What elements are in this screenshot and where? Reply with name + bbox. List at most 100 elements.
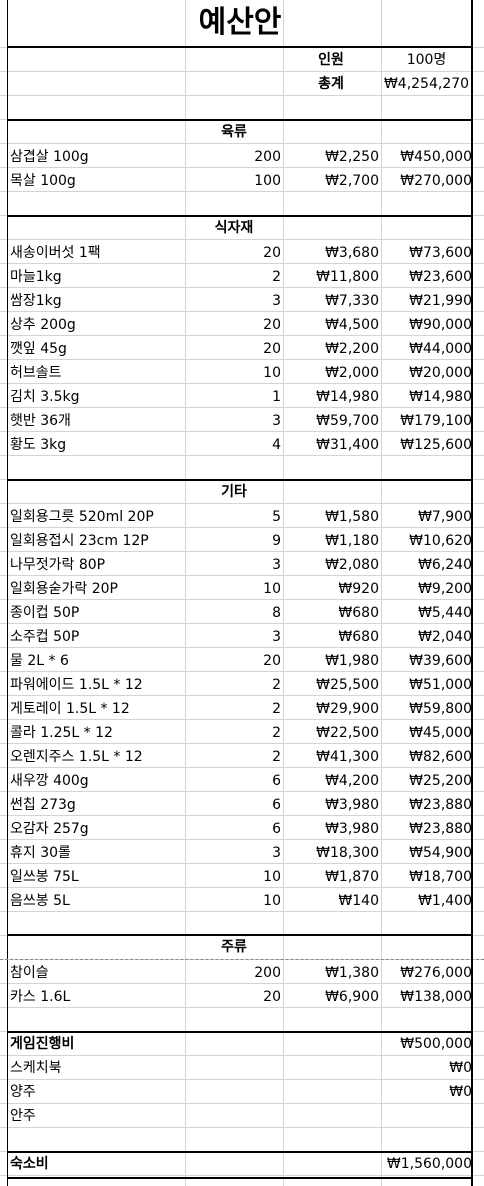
- item-name[interactable]: 목살 100g: [10, 173, 76, 189]
- item-qty[interactable]: 10: [263, 581, 281, 597]
- item-qty[interactable]: 1: [272, 389, 281, 405]
- item-price[interactable]: ₩59,700: [316, 413, 379, 429]
- item-price[interactable]: ₩41,300: [316, 749, 379, 765]
- item-qty[interactable]: 3: [272, 557, 281, 573]
- item-name[interactable]: 종이컵 50P: [10, 605, 80, 621]
- item-total[interactable]: ₩276,000: [400, 965, 472, 981]
- item-price[interactable]: ₩4,500: [325, 317, 379, 333]
- item-total[interactable]: ₩14,980: [409, 389, 472, 405]
- item-price[interactable]: ₩2,250: [325, 149, 379, 165]
- item-qty[interactable]: 10: [263, 869, 281, 885]
- item-price[interactable]: ₩1,980: [325, 653, 379, 669]
- section-title[interactable]: 육류: [221, 124, 247, 140]
- item-price[interactable]: ₩2,700: [325, 173, 379, 189]
- item-price[interactable]: ₩2,080: [325, 557, 379, 573]
- item-qty[interactable]: 10: [263, 893, 281, 909]
- item-total[interactable]: ₩21,990: [409, 293, 472, 309]
- item-qty[interactable]: 20: [263, 341, 281, 357]
- item-name[interactable]: 콜라 1.25L * 12: [10, 725, 113, 741]
- game-label[interactable]: 게임진행비: [10, 1036, 75, 1052]
- item-total[interactable]: ₩179,100: [400, 413, 472, 429]
- item-total[interactable]: ₩0: [449, 1084, 472, 1100]
- item-qty[interactable]: 20: [263, 245, 281, 261]
- lodging-total[interactable]: ₩1,560,000: [386, 1156, 472, 1172]
- item-name[interactable]: 새송이버섯 1팩: [10, 245, 101, 261]
- item-total[interactable]: ₩20,000: [409, 365, 472, 381]
- item-total[interactable]: ₩59,800: [409, 701, 472, 717]
- item-total[interactable]: ₩23,880: [409, 821, 472, 837]
- item-price[interactable]: ₩29,900: [316, 701, 379, 717]
- item-qty[interactable]: 10: [263, 365, 281, 381]
- item-price[interactable]: ₩4,200: [325, 773, 379, 789]
- item-total[interactable]: ₩23,600: [409, 269, 472, 285]
- item-total[interactable]: [381, 1104, 472, 1128]
- section-title[interactable]: 주류: [221, 939, 247, 955]
- item-qty[interactable]: 3: [272, 629, 281, 645]
- item-total[interactable]: ₩125,600: [400, 437, 472, 453]
- item-qty[interactable]: 20: [263, 989, 281, 1005]
- item-qty[interactable]: 20: [263, 317, 281, 333]
- item-qty[interactable]: 3: [272, 845, 281, 861]
- item-name[interactable]: 김치 3.5kg: [10, 389, 80, 405]
- people-value[interactable]: 100명: [406, 52, 447, 68]
- item-total[interactable]: ₩23,880: [409, 797, 472, 813]
- item-name[interactable]: 상추 200g: [10, 317, 76, 333]
- item-price[interactable]: ₩2,200: [325, 341, 379, 357]
- item-price[interactable]: ₩25,500: [316, 677, 379, 693]
- game-total[interactable]: ₩500,000: [400, 1036, 472, 1052]
- item-qty[interactable]: 3: [272, 413, 281, 429]
- item-name[interactable]: 카스 1.6L: [10, 989, 71, 1005]
- item-qty[interactable]: 2: [272, 677, 281, 693]
- item-price[interactable]: ₩1,380: [325, 965, 379, 981]
- item-name[interactable]: 마늘1kg: [10, 269, 62, 285]
- item-total[interactable]: ₩2,040: [418, 629, 472, 645]
- item-total[interactable]: ₩51,000: [409, 677, 472, 693]
- item-price[interactable]: ₩140: [338, 893, 379, 909]
- item-total[interactable]: ₩45,000: [409, 725, 472, 741]
- people-label[interactable]: 인원: [318, 52, 344, 68]
- item-name[interactable]: 썬칩 273g: [10, 797, 76, 813]
- item-total[interactable]: ₩6,240: [418, 557, 472, 573]
- item-price[interactable]: ₩3,680: [325, 245, 379, 261]
- item-qty[interactable]: 9: [272, 533, 281, 549]
- item-price[interactable]: ₩2,000: [325, 365, 379, 381]
- item-name[interactable]: 소주컵 50P: [10, 629, 80, 645]
- item-price[interactable]: ₩3,980: [325, 821, 379, 837]
- item-name[interactable]: 휴지 30롤: [10, 845, 71, 861]
- item-name[interactable]: 나무젓가락 80P: [10, 557, 106, 573]
- item-price[interactable]: ₩11,800: [316, 269, 379, 285]
- item-qty[interactable]: 100: [254, 173, 281, 189]
- item-price[interactable]: ₩3,980: [325, 797, 379, 813]
- item-price[interactable]: ₩1,580: [325, 509, 379, 525]
- item-name[interactable]: 물 2L * 6: [10, 653, 69, 669]
- item-qty[interactable]: 8: [272, 605, 281, 621]
- item-price[interactable]: ₩920: [338, 581, 379, 597]
- item-name[interactable]: 황도 3kg: [10, 437, 67, 453]
- item-qty[interactable]: 2: [272, 749, 281, 765]
- item-price[interactable]: ₩680: [338, 605, 379, 621]
- item-price[interactable]: ₩31,400: [316, 437, 379, 453]
- item-name[interactable]: 일쓰봉 75L: [10, 869, 79, 885]
- item-price[interactable]: ₩18,300: [316, 845, 379, 861]
- item-name[interactable]: 햇반 36개: [10, 413, 71, 429]
- item-price[interactable]: ₩1,870: [325, 869, 379, 885]
- item-total[interactable]: ₩5,440: [418, 605, 472, 621]
- item-total[interactable]: ₩1,400: [418, 893, 472, 909]
- item-qty[interactable]: 200: [254, 149, 281, 165]
- item-price[interactable]: ₩14,980: [316, 389, 379, 405]
- item-qty[interactable]: 6: [272, 821, 281, 837]
- item-total[interactable]: ₩90,000: [409, 317, 472, 333]
- item-total[interactable]: ₩54,900: [409, 845, 472, 861]
- total-value[interactable]: ₩4,254,270: [383, 76, 470, 92]
- item-name[interactable]: 깻잎 45g: [10, 341, 67, 357]
- lodging-label[interactable]: 숙소비: [10, 1156, 49, 1172]
- item-name[interactable]: 양주: [10, 1084, 36, 1100]
- item-name[interactable]: 일회용그릇 520ml 20P: [10, 509, 154, 525]
- item-name[interactable]: 스케치북: [10, 1060, 62, 1076]
- item-total[interactable]: ₩18,700: [409, 869, 472, 885]
- item-qty[interactable]: 20: [263, 653, 281, 669]
- item-price[interactable]: ₩680: [338, 629, 379, 645]
- item-total[interactable]: ₩44,000: [409, 341, 472, 357]
- item-qty[interactable]: 3: [272, 293, 281, 309]
- item-qty[interactable]: 2: [272, 725, 281, 741]
